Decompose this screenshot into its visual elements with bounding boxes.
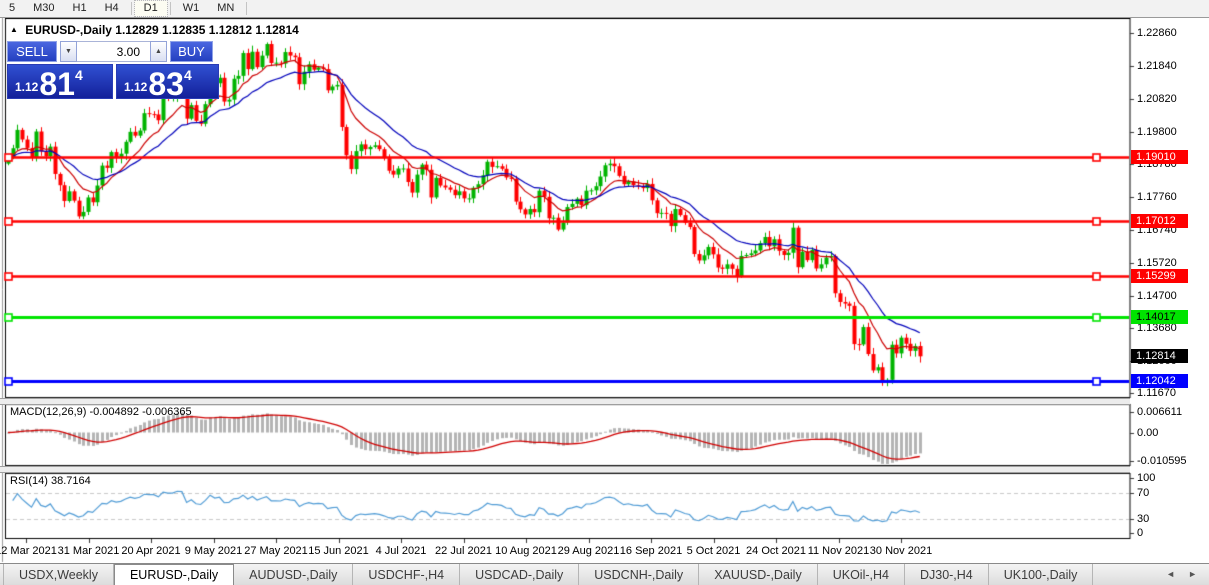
date-label: 15 Jun 2021 [308, 545, 369, 557]
price-tick: 1.17760 [1137, 191, 1177, 204]
date-label: 20 Apr 2021 [121, 545, 181, 557]
timeframe-button-mn[interactable]: MN [217, 2, 235, 14]
date-label: 11 Nov 2021 [807, 545, 870, 557]
price-tick: 1.21840 [1137, 59, 1177, 72]
collapse-panel-icon[interactable]: ▲ [10, 25, 18, 34]
price-tick: 1.20820 [1137, 92, 1177, 105]
date-label: 10 Aug 2021 [495, 545, 557, 557]
tab-xauusd-daily[interactable]: XAUUSD-,Daily [699, 564, 818, 585]
buy-price-small: 1.12 [124, 80, 148, 94]
sell-button-label: SELL [16, 44, 48, 59]
macd-tick: 0.006611 [1137, 405, 1183, 418]
chart-header: ▲ EURUSD-,Daily 1.12829 1.12835 1.12812 … [10, 23, 299, 37]
date-label: 9 May 2021 [184, 545, 243, 557]
tab-usdcad-daily[interactable]: USDCAD-,Daily [460, 564, 580, 585]
buy-button[interactable]: BUY [170, 41, 213, 62]
price-badge-1.14017: 1.14017 [1131, 310, 1188, 325]
price-badge-1.12042: 1.12042 [1131, 374, 1188, 388]
tab-scroll-left-icon[interactable]: ◄ [1166, 569, 1175, 579]
symbol-title: EURUSD-,Daily [25, 23, 112, 37]
trade-panel: SELL ▼ 3.00 ▲ BUY 1.12 81 4 1.12 83 4 [7, 41, 219, 102]
sell-price-small: 1.12 [15, 80, 39, 94]
ohlc-values: 1.12829 1.12835 1.12812 1.12814 [115, 23, 299, 37]
date-label: 12 Mar 2021 [0, 545, 57, 557]
volume-input[interactable]: 3.00 [77, 41, 150, 62]
price-tick: 1.13680 [1137, 322, 1177, 335]
timeframe-button-5[interactable]: 5 [9, 2, 16, 14]
symbol-tab-bar: USDX,Weekly EURUSD-,Daily AUDUSD-,Daily USD… [0, 563, 1209, 585]
tab-audusd-daily[interactable]: AUDUSD-,Daily [234, 564, 354, 585]
tab-dj30-h4[interactable]: DJ30-,H4 [905, 564, 989, 585]
buy-price-display[interactable]: 1.12 83 4 [116, 64, 219, 102]
tab-scroll-right-icon[interactable]: ► [1188, 569, 1197, 579]
price-tick: 1.11670 [1137, 386, 1176, 399]
rsi-tick: 70 [1137, 486, 1150, 499]
timeframe-toolbar: 5 M30 H1 H4 D1 W1 MN [0, 0, 1209, 18]
rsi-label: RSI(14) 38.7164 [10, 475, 91, 487]
toolbar-separator [130, 2, 132, 15]
sell-button[interactable]: SELL [7, 41, 57, 62]
sell-price-big: 81 [39, 66, 75, 102]
sell-price-display[interactable]: 1.12 81 4 [7, 64, 113, 102]
price-badge-1.19010: 1.19010 [1131, 149, 1188, 164]
price-tick: 1.22860 [1137, 27, 1177, 40]
tab-usdcnh-daily[interactable]: USDCNH-,Daily [579, 564, 700, 585]
date-label: 22 Jul 2021 [435, 545, 492, 557]
toolbar-separator [169, 2, 171, 15]
chevron-down-icon: ▼ [65, 48, 72, 55]
rsi-tick: 100 [1137, 472, 1156, 484]
tab-usdx-weekly[interactable]: USDX,Weekly [3, 564, 114, 585]
price-tick: 1.14700 [1137, 289, 1177, 302]
timeframe-button-h4[interactable]: H4 [104, 2, 119, 14]
buy-price-pip: 4 [183, 67, 192, 83]
pane-splitter[interactable] [0, 398, 1130, 405]
date-label: 29 Aug 2021 [557, 545, 620, 557]
volume-decrease-button[interactable]: ▼ [60, 41, 77, 62]
sell-price-pip: 4 [74, 67, 83, 83]
date-label: 5 Oct 2021 [686, 545, 741, 557]
date-label: 30 Nov 2021 [869, 545, 933, 557]
date-label: 4 Jul 2021 [375, 545, 427, 557]
tab-ukoil-h4[interactable]: UKOil-,H4 [818, 564, 905, 585]
macd-tick: -0.010595 [1137, 455, 1187, 467]
pane-splitter[interactable] [0, 466, 1130, 473]
price-tick: 1.15720 [1137, 256, 1177, 269]
buy-price-big: 83 [148, 66, 184, 102]
rsi-tick: 30 [1137, 512, 1150, 525]
volume-value: 3.00 [116, 44, 140, 59]
timeframe-button-h1[interactable]: H1 [72, 2, 87, 14]
tab-uk100-daily[interactable]: UK100-,Daily [989, 564, 1094, 585]
chevron-up-icon: ▲ [155, 48, 162, 55]
date-label: 27 May 2021 [244, 545, 308, 557]
price-badge-1.15299: 1.15299 [1131, 269, 1188, 284]
toolbar-separator [246, 2, 248, 15]
current-price-badge: 1.12814 [1131, 349, 1188, 364]
macd-label: MACD(12,26,9) -0.004892 -0.006365 [10, 406, 192, 418]
date-label: 24 Oct 2021 [746, 545, 806, 557]
volume-increase-button[interactable]: ▲ [150, 41, 167, 62]
timeframe-button-m30[interactable]: M30 [33, 2, 55, 14]
rsi-tick: 0 [1137, 527, 1144, 539]
buy-button-label: BUY [178, 44, 205, 59]
tab-eurusd-daily[interactable]: EURUSD-,Daily [113, 564, 235, 585]
tab-usdchf-h4[interactable]: USDCHF-,H4 [353, 564, 461, 585]
price-tick: 1.19800 [1137, 125, 1177, 138]
date-label: 16 Sep 2021 [619, 545, 683, 557]
date-label: 31 Mar 2021 [57, 545, 120, 557]
timeframe-button-w1[interactable]: W1 [182, 2, 200, 14]
timeframe-button-d1[interactable]: D1 [133, 0, 168, 17]
price-badge-1.17012: 1.17012 [1131, 214, 1188, 229]
macd-tick: 0.00 [1137, 426, 1159, 439]
